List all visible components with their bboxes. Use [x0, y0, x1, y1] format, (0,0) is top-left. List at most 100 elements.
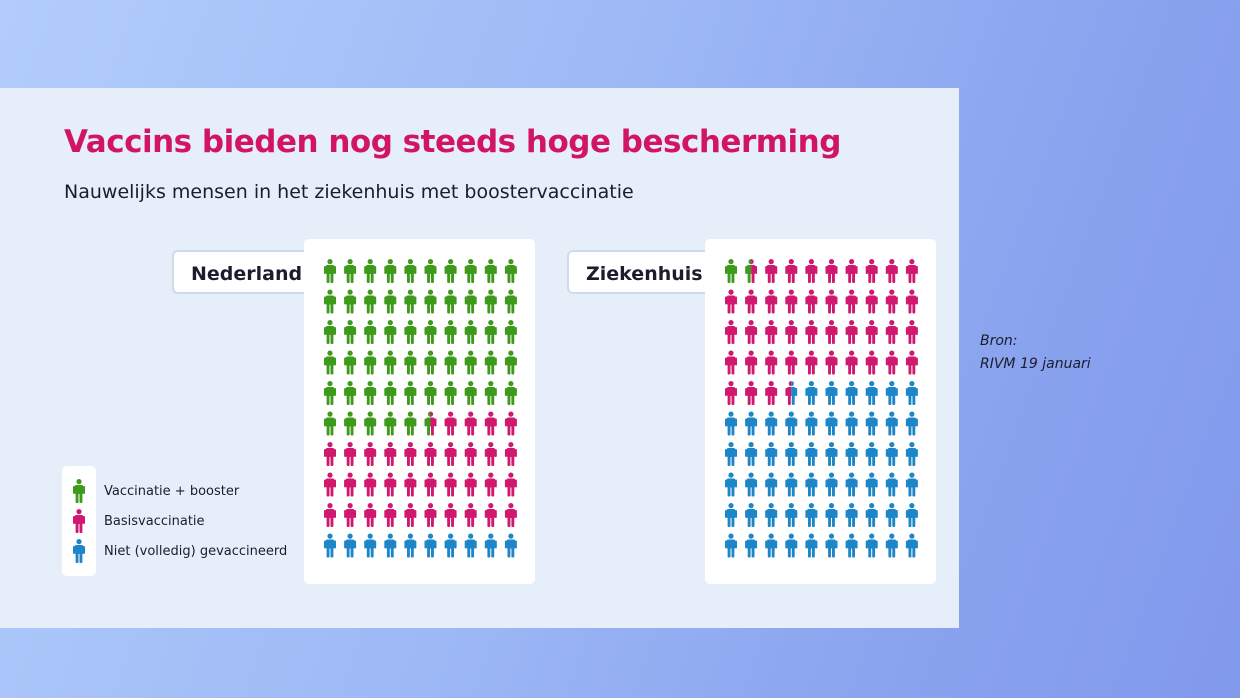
person-icon	[344, 442, 357, 466]
person-icon	[825, 442, 838, 466]
source-label: Bron:	[980, 333, 1018, 349]
person-icon	[725, 289, 737, 314]
person-icon	[324, 350, 336, 375]
person-icon	[464, 472, 477, 497]
person-icon	[384, 350, 397, 375]
person-icon	[464, 533, 477, 558]
person-icon	[324, 381, 336, 405]
person-icon	[404, 320, 417, 344]
person-icon	[805, 411, 818, 436]
legend-label-basis: Basisvaccinatie	[104, 514, 205, 529]
person-icon	[785, 259, 798, 283]
person-icon	[464, 289, 477, 314]
person-icon	[504, 259, 517, 283]
person-icon	[384, 320, 397, 344]
person-icon	[865, 533, 878, 558]
person-icon	[745, 289, 758, 314]
legend-person-icon-basis	[73, 509, 85, 533]
person-icon	[384, 503, 397, 527]
legend-person-icon-booster	[73, 479, 85, 503]
person-icon	[865, 350, 878, 375]
person-icon	[725, 472, 737, 497]
person-icon	[404, 381, 417, 405]
person-icon	[324, 289, 336, 314]
person-icon	[865, 442, 878, 466]
person-icon	[805, 472, 818, 497]
person-icon	[885, 411, 898, 436]
person-icon	[364, 381, 377, 405]
person-icon	[805, 289, 818, 314]
person-icon	[765, 350, 778, 375]
person-icon	[785, 533, 798, 558]
person-icon	[845, 533, 858, 558]
pictogram-grid-ziekenhuis	[725, 259, 918, 558]
person-icon	[805, 381, 818, 405]
person-icon	[845, 289, 858, 314]
person-icon	[905, 472, 918, 497]
person-icon	[825, 320, 838, 344]
person-icon	[324, 442, 336, 466]
person-icon	[484, 381, 497, 405]
person-icon	[464, 381, 477, 405]
person-icon	[444, 350, 457, 375]
person-icon	[725, 381, 737, 405]
person-icon	[845, 320, 858, 344]
person-icon	[444, 503, 457, 527]
person-icon	[444, 533, 457, 558]
person-icon	[364, 442, 377, 466]
person-icon	[725, 350, 737, 375]
person-icon	[344, 350, 357, 375]
person-icon	[785, 350, 798, 375]
person-icon	[825, 503, 838, 527]
person-icon	[444, 442, 457, 466]
person-icon	[384, 289, 397, 314]
person-icon	[785, 411, 798, 436]
person-icon	[444, 320, 457, 344]
person-icon	[885, 320, 898, 344]
person-icon	[865, 289, 878, 314]
person-icon	[865, 503, 878, 527]
person-icon	[785, 472, 798, 497]
person-icon	[484, 259, 497, 283]
person-icon	[785, 381, 798, 405]
person-icon	[504, 289, 517, 314]
person-icon	[404, 259, 417, 283]
person-icon	[424, 289, 437, 314]
person-icon	[424, 442, 437, 466]
person-icon	[745, 350, 758, 375]
person-icon	[845, 503, 858, 527]
person-icon	[464, 411, 477, 436]
person-icon	[845, 350, 858, 375]
person-icon	[504, 320, 517, 344]
person-icon	[765, 411, 778, 436]
person-icon	[745, 381, 758, 405]
person-icon	[404, 533, 417, 558]
person-icon	[324, 503, 336, 527]
person-icon	[805, 442, 818, 466]
person-icon	[905, 442, 918, 466]
person-icon	[424, 503, 437, 527]
person-icon	[504, 533, 517, 558]
person-icon	[364, 259, 377, 283]
person-icon	[885, 503, 898, 527]
pictogram-card-nederland	[304, 239, 535, 584]
person-icon	[865, 381, 878, 405]
person-icon	[765, 320, 778, 344]
person-icon	[384, 472, 397, 497]
chart-title: Vaccins bieden nog steeds hoge beschermi…	[64, 124, 841, 160]
person-icon	[404, 442, 417, 466]
person-icon	[825, 350, 838, 375]
person-icon	[484, 411, 497, 436]
person-icon	[464, 259, 477, 283]
person-icon	[464, 503, 477, 527]
person-icon	[444, 381, 457, 405]
person-icon	[805, 503, 818, 527]
person-icon	[825, 289, 838, 314]
person-icon	[404, 472, 417, 497]
person-icon	[745, 259, 758, 283]
person-icon	[805, 533, 818, 558]
person-icon	[765, 472, 778, 497]
person-icon	[825, 472, 838, 497]
person-icon	[725, 533, 737, 558]
person-icon	[364, 472, 377, 497]
